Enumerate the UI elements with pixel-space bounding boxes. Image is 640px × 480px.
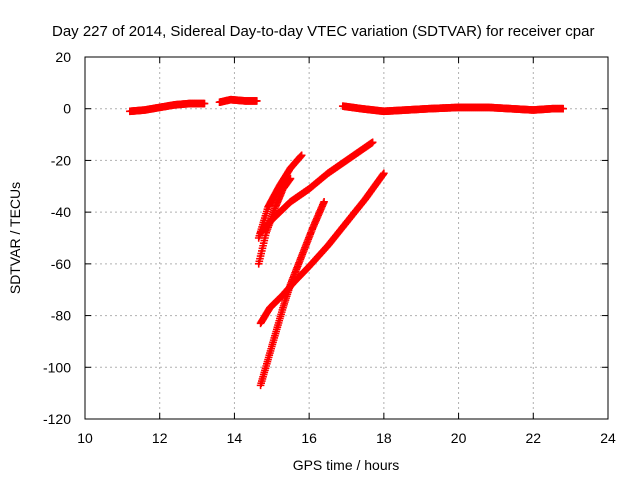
data-point xyxy=(253,97,261,105)
y-axis-label: SDTVAR / TECUs xyxy=(7,182,23,294)
series-track xyxy=(256,138,377,237)
x-tick-label: 14 xyxy=(227,430,243,446)
axis-ticks: 10 12 14 16 18 20 22 24 20 0 -20 -40 -60 -80 -100 -120 xyxy=(43,49,616,446)
x-tick-label: 22 xyxy=(525,430,541,446)
data-point xyxy=(286,174,295,183)
x-tick-label: 24 xyxy=(600,430,616,446)
data-point xyxy=(368,138,377,147)
data-point xyxy=(380,169,388,178)
y-tick-label: -20 xyxy=(51,152,71,168)
y-tick-label: -120 xyxy=(43,411,71,427)
series-track xyxy=(256,169,388,328)
series-track xyxy=(338,102,567,116)
x-tick-label: 16 xyxy=(301,430,317,446)
data-marks xyxy=(126,95,567,390)
series-track xyxy=(126,99,209,116)
y-tick-label: -80 xyxy=(51,308,71,324)
y-tick-label: 0 xyxy=(63,101,71,117)
y-tick-label: -60 xyxy=(51,256,71,272)
data-point xyxy=(200,99,209,108)
series-track xyxy=(215,95,261,107)
chart-title: Day 227 of 2014, Sidereal Day-to-day VTE… xyxy=(52,23,594,40)
x-axis-label: GPS time / hours xyxy=(293,457,400,473)
series-track xyxy=(254,151,306,242)
series-track xyxy=(256,198,328,390)
y-tick-label: -100 xyxy=(43,359,71,375)
y-tick-label: 20 xyxy=(55,49,71,65)
y-tick-label: -40 xyxy=(51,204,71,220)
data-point xyxy=(297,151,306,160)
data-point xyxy=(320,198,328,206)
x-tick-label: 10 xyxy=(77,430,93,446)
x-tick-label: 18 xyxy=(376,430,392,446)
x-tick-label: 12 xyxy=(152,430,168,446)
data-point xyxy=(559,104,567,113)
plot-frame xyxy=(84,56,609,420)
x-tick-label: 20 xyxy=(451,430,467,446)
